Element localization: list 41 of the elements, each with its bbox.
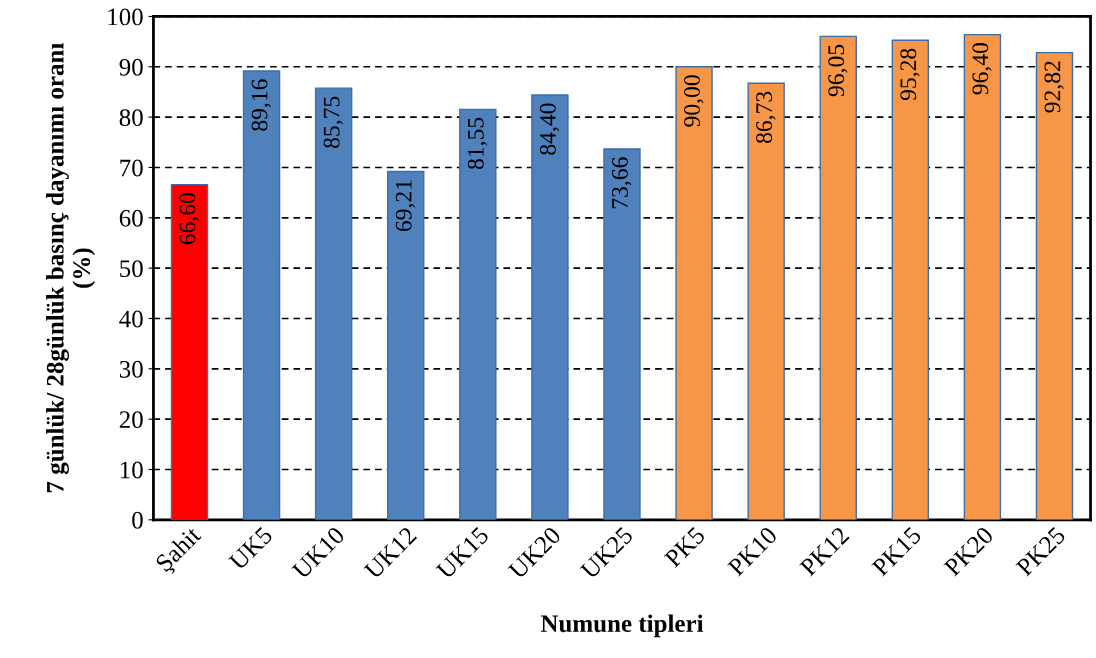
bar	[747, 82, 785, 520]
data-label: 85,75	[323, 96, 343, 148]
y-tick-label: 20	[119, 411, 143, 429]
bar	[891, 39, 930, 520]
bar	[1035, 51, 1074, 520]
bar	[459, 108, 497, 520]
y-axis-title: 7 günlük/ 28günlük basınç dayanımı oranı (%)	[46, 43, 96, 493]
bar	[242, 70, 281, 520]
data-label: 96,40	[972, 43, 992, 95]
data-label: 89,16	[251, 79, 271, 131]
data-label: 66,60	[179, 193, 199, 245]
y-tick-label: 0	[132, 511, 143, 529]
y-tick-label: 100	[108, 8, 143, 26]
y-tick-label: 30	[119, 360, 143, 378]
data-label: 92,82	[1044, 61, 1064, 113]
y-tick-label: 50	[120, 260, 143, 278]
y-tick-label: 10	[120, 461, 143, 479]
data-label: 86,73	[756, 91, 776, 144]
data-label: 81,55	[467, 117, 488, 170]
x-axis-title: Numune tipleri	[540, 614, 704, 638]
data-label: 95,28	[900, 48, 920, 101]
y-tick-label: 40	[119, 310, 143, 328]
bar	[819, 35, 857, 520]
x-tick-label: UK5	[228, 526, 274, 572]
bar	[314, 87, 353, 520]
x-tick-label: PK5	[663, 526, 706, 569]
y-tick-label: 70	[120, 159, 143, 177]
data-label: 69,21	[395, 180, 416, 232]
data-label: 73,66	[612, 157, 632, 209]
bar	[387, 170, 425, 520]
data-label: 90,00	[684, 75, 704, 127]
bar	[963, 33, 1002, 520]
y-tick-label: 80	[119, 109, 143, 127]
data-label: 84,40	[539, 103, 560, 155]
y-tick-label: 60	[119, 209, 143, 227]
bar	[531, 94, 569, 520]
data-label: 96,05	[828, 44, 848, 97]
bar	[603, 148, 641, 520]
y-tick-label: 90	[119, 58, 143, 76]
bar	[675, 66, 713, 520]
bar	[170, 183, 209, 520]
